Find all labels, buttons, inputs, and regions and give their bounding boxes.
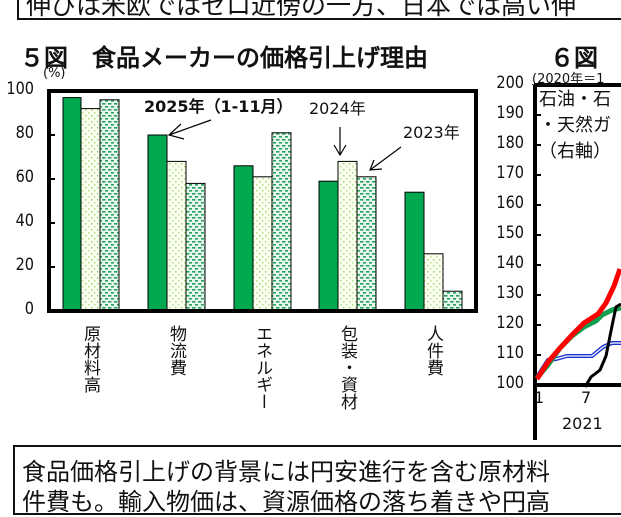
figure6-ytick: 150 (496, 223, 524, 243)
legend-2024: 2024年 (309, 99, 366, 118)
legend-2025: 2025年（1-11月） (144, 97, 293, 116)
category-label-raw-materials: 原材料高 (80, 325, 100, 393)
legend-arrows (167, 119, 402, 171)
figure5-title: ５図 食品メーカーの価格引上げ理由 (20, 44, 428, 72)
figure6-plot (533, 83, 621, 440)
bar-2025-labor (404, 191, 425, 312)
bar-2024-raw-materials (80, 108, 101, 312)
figure6-xtick: 7 (581, 388, 592, 407)
bar-2024-packaging (337, 160, 358, 312)
figure5-ytick: 80 (15, 123, 34, 143)
figure5-ytick: 100 (6, 79, 34, 99)
bar-2025-logistics (147, 134, 168, 312)
figure6-annotation-line1: 石油・石 (539, 89, 611, 110)
figure5-plot (47, 83, 621, 440)
figure6-ytick: 190 (496, 103, 524, 123)
figure6-annotation-line3: （右軸） (539, 141, 611, 162)
bar-2023-raw-materials (99, 99, 120, 312)
figure6-annotation-line2: ・天然ガ (539, 115, 611, 136)
category-label-labor: 人件費 (423, 325, 443, 376)
bar-2023-labor (442, 290, 463, 312)
category-label-energy: エネルギー (252, 325, 272, 410)
bar-2024-labor (423, 253, 444, 312)
bottom-text-line2: 件費も。輸入物価は、資源価格の落ち着きや円高 (22, 488, 550, 516)
figure5-bars (62, 97, 463, 312)
figure5-ytick: 0 (24, 299, 34, 319)
figure6-unit: (2020年＝1 (532, 72, 605, 87)
figure6-ytick: 160 (496, 193, 524, 213)
figure5-ytick: 20 (15, 255, 34, 275)
bar-2024-logistics (166, 160, 187, 312)
figure6-ytick: 100 (496, 373, 524, 393)
figure6-ytick: 180 (496, 133, 524, 153)
bar-2025-packaging (318, 180, 339, 312)
bar-2024-energy (252, 176, 273, 312)
legend-2023: 2023年 (403, 123, 460, 142)
figure6-ytick: 140 (496, 253, 524, 273)
figure5-ytick: 60 (15, 167, 34, 187)
category-label-packaging: 包装・資材 (337, 325, 357, 410)
figure5-frame (47, 89, 478, 313)
top-box-text: 伸びは米欧ではゼロ近傍の一方、日本では高い伸 (26, 0, 577, 20)
bar-2023-logistics (185, 182, 206, 312)
figure5-unit: (%) (43, 66, 66, 81)
figure5-ytick: 40 (15, 211, 34, 231)
figure6-ytick: 110 (496, 343, 524, 363)
figure6-ytick: 200 (496, 73, 524, 93)
category-label-logistics: 物流費 (166, 325, 186, 376)
bar-2023-energy (271, 132, 292, 312)
figure6-x-year: 2021 (562, 414, 603, 433)
figure6-ytick: 130 (496, 283, 524, 303)
figure6-xtick: 1 (534, 388, 545, 407)
bar-2025-energy (233, 165, 254, 312)
top-text-box (17, 0, 621, 20)
figure6-ytick: 120 (496, 313, 524, 333)
bar-2023-packaging (356, 176, 377, 312)
figure6-ytick: 170 (496, 163, 524, 183)
figure6-title: ６図 (550, 44, 598, 72)
bar-2025-raw-materials (62, 97, 82, 312)
bottom-text-line1: 食品価格引上げの背景には円安進行を含む原材料 (22, 458, 550, 486)
